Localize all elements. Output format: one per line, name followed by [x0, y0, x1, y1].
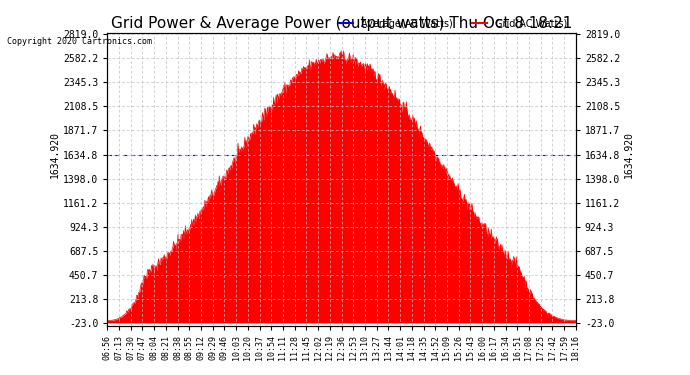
Text: 1634.920: 1634.920 — [50, 131, 59, 178]
Text: Copyright 2020 Cartronics.com: Copyright 2020 Cartronics.com — [7, 38, 152, 46]
Legend: Average(AC Watts), Grid(AC Watts): Average(AC Watts), Grid(AC Watts) — [335, 15, 571, 33]
Text: 1634.920: 1634.920 — [624, 131, 633, 178]
Title: Grid Power & Average Power (output watts) Thu Oct 8 18:21: Grid Power & Average Power (output watts… — [111, 16, 572, 31]
